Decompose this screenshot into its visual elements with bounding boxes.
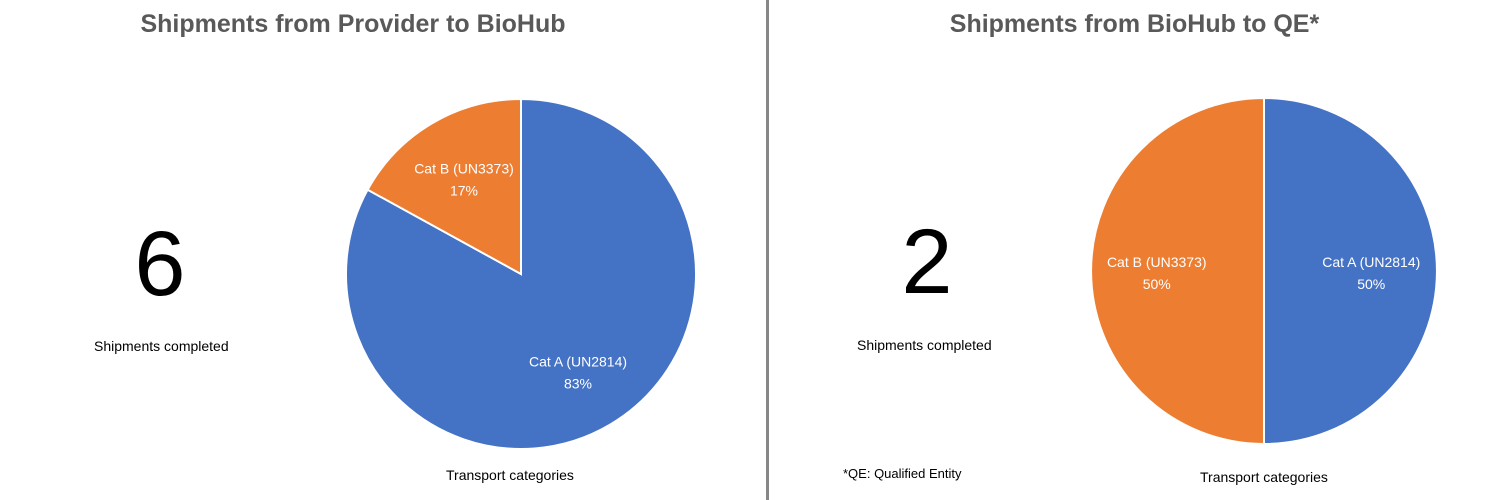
x-axis-label: Transport categories bbox=[446, 467, 574, 483]
shipments-count: 6 bbox=[134, 213, 186, 315]
slice-label: Cat B (UN3373) bbox=[1107, 254, 1207, 270]
slice-label: Cat A (UN2814) bbox=[529, 353, 627, 369]
pie-slice-cat-b bbox=[366, 97, 522, 276]
chart-title: Shipments from BioHub to QE* bbox=[949, 10, 1320, 38]
shipments-completed-label: Shipments completed bbox=[94, 338, 229, 354]
panel-divider bbox=[766, 0, 769, 500]
pie-chart: Cat A (UN2814) 83% Cat B (UN3373) 17% bbox=[345, 97, 697, 450]
shipments-count: 2 bbox=[901, 211, 953, 313]
slice-percent-label: 83% bbox=[564, 375, 592, 391]
slice-percent-label: 50% bbox=[1357, 276, 1385, 292]
pie-slice-cat-b bbox=[1090, 96, 1265, 446]
chart-title: Shipments from Provider to BioHub bbox=[140, 10, 566, 38]
x-axis-label: Transport categories bbox=[1200, 469, 1328, 485]
chart-panel-provider-to-biohub: Shipments from Provider to BioHub 6 Ship… bbox=[94, 10, 697, 483]
slice-percent-label: 17% bbox=[450, 183, 478, 199]
pie-chart: Cat A (UN2814) 50% Cat B (UN3373) 50% bbox=[1090, 96, 1438, 446]
slice-percent-label: 50% bbox=[1143, 276, 1171, 292]
shipments-completed-label: Shipments completed bbox=[857, 337, 992, 353]
slice-label: Cat B (UN3373) bbox=[414, 161, 514, 177]
slice-label: Cat A (UN2814) bbox=[1322, 254, 1420, 270]
chart-panel-biohub-to-qe: Shipments from BioHub to QE* 2 Shipments… bbox=[769, 0, 1500, 500]
pie-slice-cat-a bbox=[1263, 96, 1438, 446]
footnote: *QE: Qualified Entity bbox=[843, 466, 962, 481]
